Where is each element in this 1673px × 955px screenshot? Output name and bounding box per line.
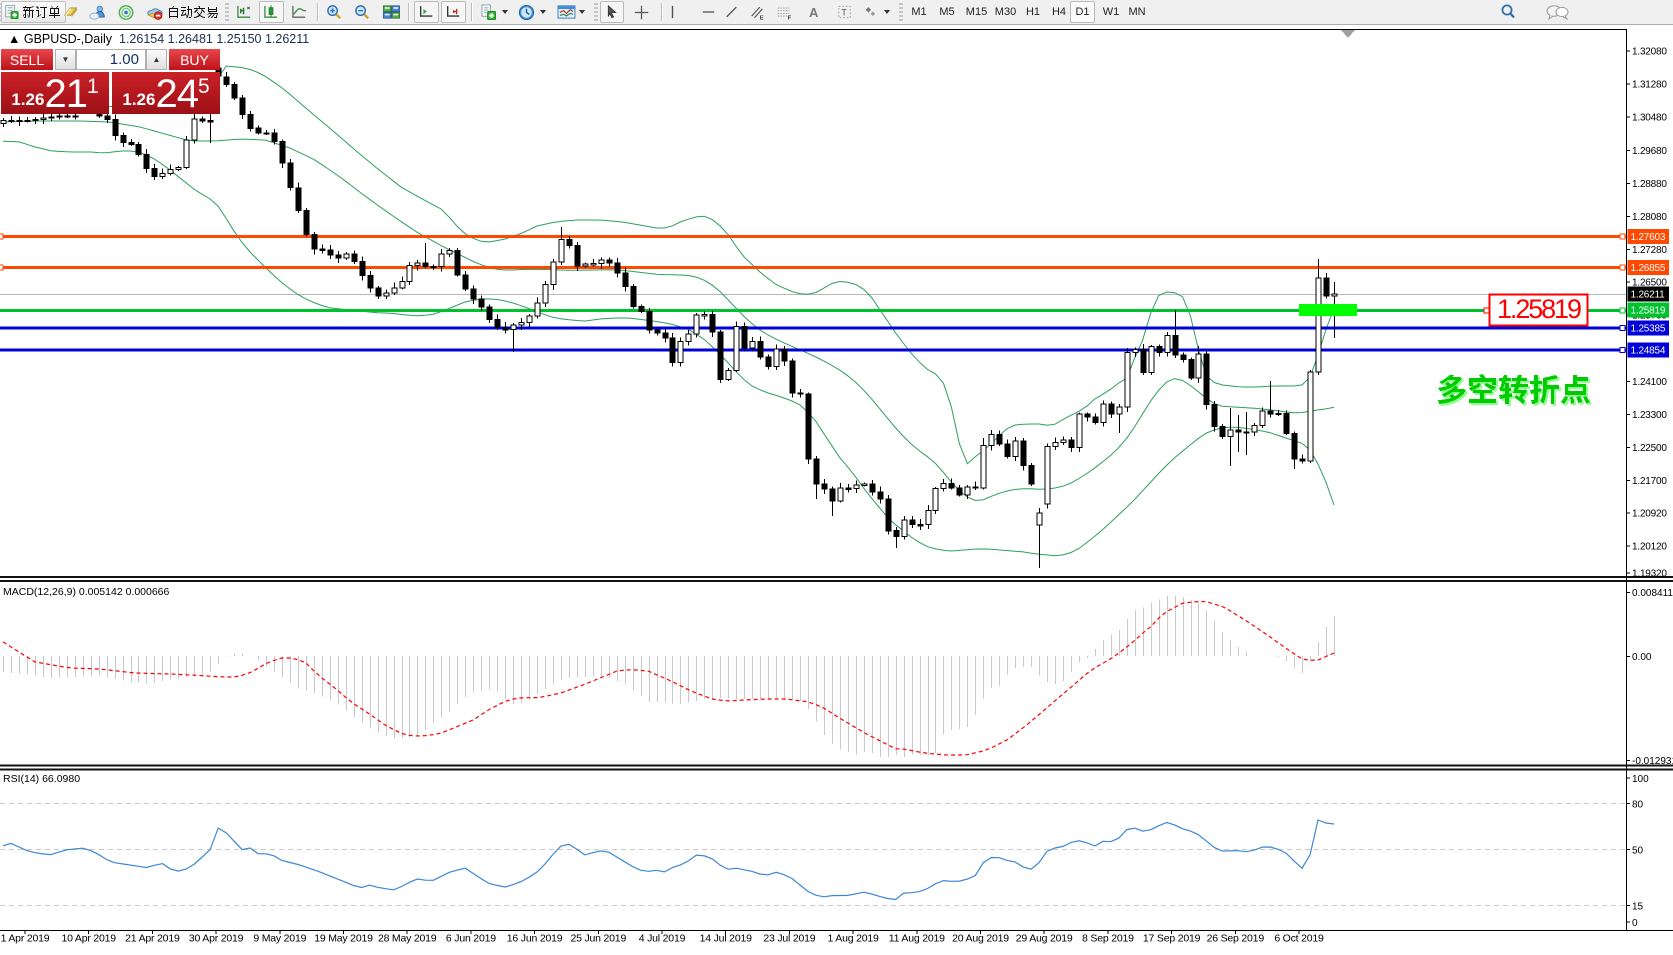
svg-text:1.25819: 1.25819 [1631,306,1666,317]
svg-text:28 May 2019: 28 May 2019 [378,933,437,945]
svg-text:0: 0 [1632,918,1638,929]
svg-text:20 Aug 2019: 20 Aug 2019 [952,933,1009,945]
svg-text:1.20120: 1.20120 [1632,542,1667,553]
svg-text:1.26855: 1.26855 [1631,263,1666,274]
svg-text:6 Oct 2019: 6 Oct 2019 [1274,933,1324,945]
svg-text:15: 15 [1632,902,1644,913]
svg-text:1.20920: 1.20920 [1632,509,1667,520]
svg-text:1.27603: 1.27603 [1631,232,1666,243]
svg-text:1.25819: 1.25819 [1497,294,1582,324]
svg-text:11 Aug 2019: 11 Aug 2019 [889,933,945,945]
svg-text:1.23300: 1.23300 [1632,410,1667,421]
svg-text:1.19320: 1.19320 [1632,569,1667,580]
svg-text:25 Jun 2019: 25 Jun 2019 [570,933,626,945]
svg-text:1 Aug 2019: 1 Aug 2019 [828,933,879,945]
svg-text:1 Apr 2019: 1 Apr 2019 [1,933,50,945]
svg-text:19 May 2019: 19 May 2019 [314,933,373,945]
svg-text:1.22500: 1.22500 [1632,443,1667,454]
svg-text:1.27280: 1.27280 [1632,245,1667,256]
svg-text:9 May 2019: 9 May 2019 [253,933,306,945]
svg-text:17 Sep 2019: 17 Sep 2019 [1143,933,1201,945]
svg-text:T: T [841,8,847,18]
svg-text:RSI(14) 66.0980: RSI(14) 66.0980 [3,773,80,785]
svg-text:14 Jul 2019: 14 Jul 2019 [700,933,752,945]
svg-text:1.26211: 1.26211 [1631,289,1666,300]
svg-text:1.30480: 1.30480 [1632,113,1667,124]
svg-text:30 Apr 2019: 30 Apr 2019 [189,933,244,945]
svg-text:1.24100: 1.24100 [1632,377,1667,388]
svg-text:MACD(12,26,9) 0.005142 0.00066: MACD(12,26,9) 0.005142 0.000666 [3,586,170,598]
svg-text:1.26500: 1.26500 [1632,278,1667,289]
svg-text:80: 80 [1632,800,1644,811]
svg-text:16 Jun 2019: 16 Jun 2019 [507,933,563,945]
svg-text:-0.012931: -0.012931 [1632,756,1673,767]
svg-text:8 Sep 2019: 8 Sep 2019 [1082,933,1134,945]
svg-text:6 Jun 2019: 6 Jun 2019 [446,933,496,945]
svg-text:1.31280: 1.31280 [1632,80,1667,91]
svg-text:1.25385: 1.25385 [1631,324,1666,335]
svg-text:1.29680: 1.29680 [1632,146,1667,157]
svg-text:1.24854: 1.24854 [1631,346,1666,357]
svg-text:29 Aug 2019: 29 Aug 2019 [1016,933,1073,945]
svg-text:50: 50 [1632,846,1644,857]
svg-text:1.21700: 1.21700 [1632,476,1667,487]
svg-text:F: F [788,15,792,20]
svg-text:0.00: 0.00 [1632,652,1652,663]
svg-text:1.28080: 1.28080 [1632,212,1667,223]
svg-text:21 Apr 2019: 21 Apr 2019 [125,933,180,945]
svg-text:0.008411: 0.008411 [1632,588,1673,599]
svg-text:1.32080: 1.32080 [1632,47,1667,58]
svg-text:E: E [760,15,764,20]
svg-text:23 Jul 2019: 23 Jul 2019 [763,933,815,945]
svg-text:1.28880: 1.28880 [1632,179,1667,190]
svg-text:26 Sep 2019: 26 Sep 2019 [1207,933,1265,945]
svg-text:10 Apr 2019: 10 Apr 2019 [61,933,116,945]
svg-text:100: 100 [1632,774,1649,785]
svg-text:4 Jul 2019: 4 Jul 2019 [639,933,686,945]
